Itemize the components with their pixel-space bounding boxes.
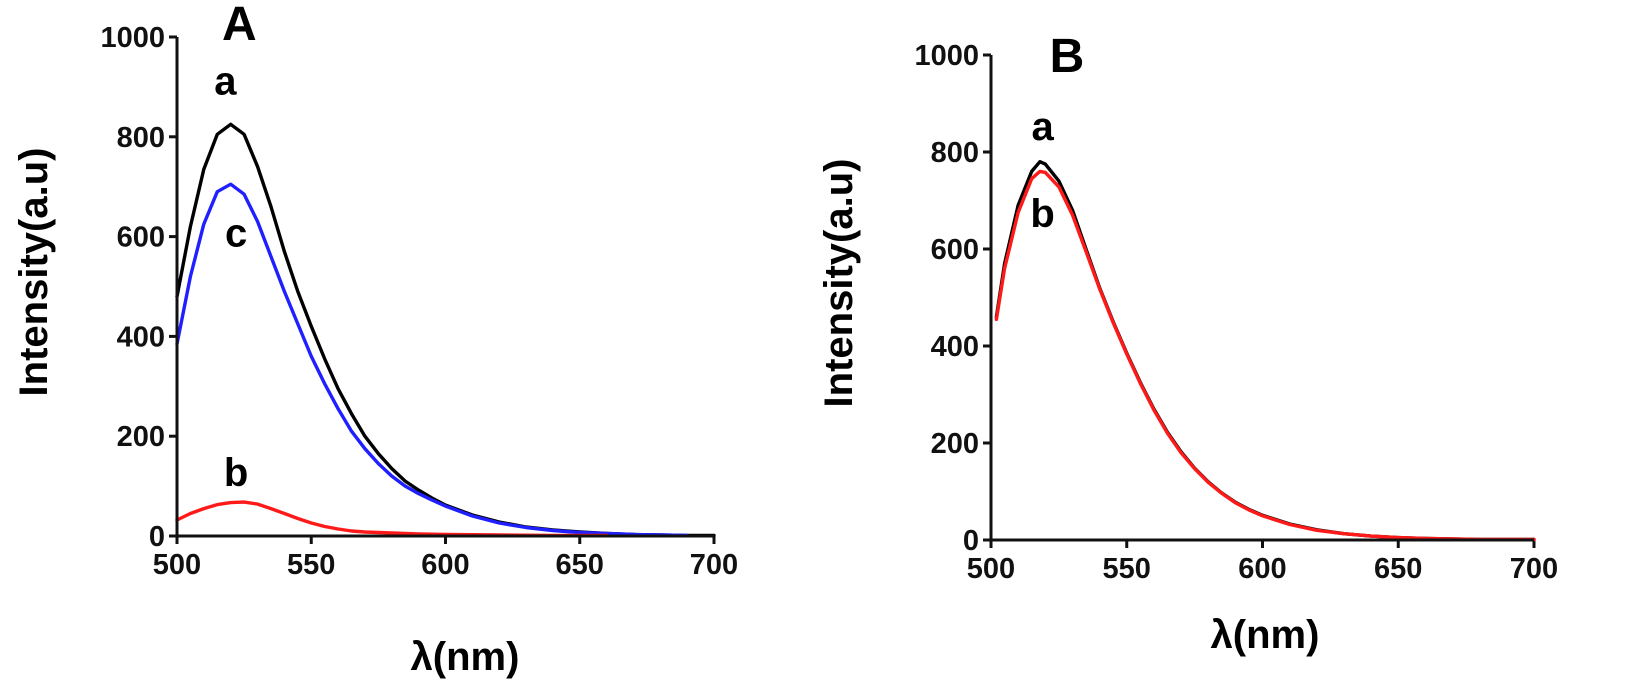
y-tick-label: 200 [931, 428, 979, 460]
x-tick-label: 500 [153, 549, 201, 581]
x-tick-label: 600 [421, 549, 469, 581]
panel-letter: B [1050, 30, 1085, 83]
x-axis-title: λ(nm) [1211, 613, 1320, 657]
y-tick-label: 1000 [914, 40, 979, 72]
panel-letter: A [222, 0, 257, 51]
axis-ticks: 0 200 400 600 800 1000 500 550 600 650 700 [100, 22, 738, 581]
series-c-line [175, 182, 689, 538]
y-tick-label: 0 [963, 525, 979, 557]
curve-label-b: b [224, 451, 248, 495]
y-axis-title: Intensity(a.u) [817, 159, 861, 408]
x-tick-label: 500 [967, 553, 1015, 585]
series-a-line [994, 160, 1536, 542]
x-tick-label: 650 [1374, 553, 1422, 585]
y-axis-title: Intensity(a.u) [12, 148, 56, 397]
y-tick-label: 400 [931, 331, 979, 363]
axes [175, 37, 714, 538]
x-tick-label: 550 [287, 549, 335, 581]
series-group [994, 160, 1536, 542]
x-tick-label: 700 [690, 549, 738, 581]
x-tick-label: 700 [1510, 553, 1558, 585]
axes [989, 55, 1534, 542]
y-tick-label: 0 [149, 521, 165, 553]
curve-label-b: b [1030, 192, 1054, 236]
y-tick-label: 800 [931, 137, 979, 169]
x-tick-label: 600 [1238, 553, 1286, 585]
y-tick-label: 600 [931, 234, 979, 266]
series-b-line [994, 169, 1536, 542]
y-tick-label: 600 [117, 222, 165, 254]
curve-label-a: a [214, 59, 237, 103]
series-group [175, 122, 716, 538]
panel-a-chart: A Intensity(a.u) λ(nm) 0 200 400 600 800 1000… [12, 0, 738, 679]
y-tick-label: 1000 [100, 22, 165, 54]
x-tick-label: 550 [1103, 553, 1151, 585]
y-tick-label: 400 [117, 321, 165, 353]
series-a-line [175, 122, 716, 538]
x-tick-label: 650 [556, 549, 604, 581]
curve-labels: a c b [214, 59, 248, 495]
panel-b-chart: B Intensity(a.u) λ(nm) 0 200 400 600 800 1000… [817, 30, 1558, 657]
y-tick-label: 800 [117, 122, 165, 154]
curve-labels: ab [1030, 105, 1054, 236]
curve-label-a: a [1031, 105, 1054, 149]
series-b-line [175, 500, 609, 538]
curve-label-c: c [225, 212, 247, 256]
y-tick-label: 200 [117, 421, 165, 453]
x-axis-title: λ(nm) [411, 635, 520, 679]
